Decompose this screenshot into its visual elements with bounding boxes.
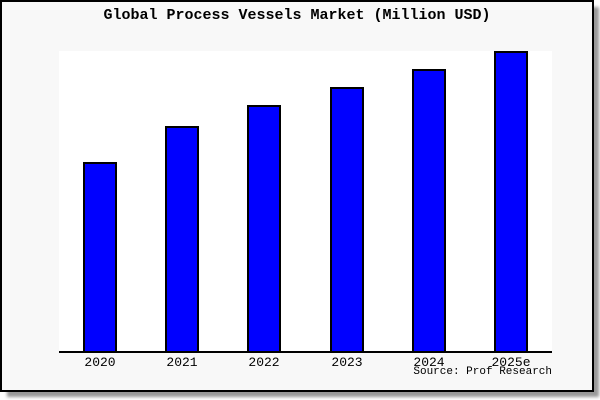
bar-2025e <box>494 51 528 351</box>
bar-2023 <box>330 87 364 351</box>
bar-2022 <box>247 105 281 351</box>
plot-area <box>59 51 552 353</box>
x-tick-label-2021: 2021 <box>166 355 198 370</box>
x-axis-tick-labels: 2020 2021 2022 2023 2024 2025e <box>59 355 552 370</box>
x-tick-label-2024: 2024 <box>413 355 445 370</box>
source-credit: Source: Prof Research <box>413 366 552 378</box>
x-tick-label-2025e: 2025e <box>491 355 531 370</box>
bar-2021 <box>165 126 199 351</box>
chart-title: Global Process Vessels Market (Million U… <box>103 7 491 24</box>
bar-2024 <box>412 69 446 351</box>
bar-2020 <box>83 162 117 351</box>
x-tick-label-2023: 2023 <box>331 355 363 370</box>
x-tick-label-2020: 2020 <box>84 355 116 370</box>
x-tick-label-2022: 2022 <box>248 355 280 370</box>
chart-card: Global Process Vessels Market (Million U… <box>0 0 594 392</box>
